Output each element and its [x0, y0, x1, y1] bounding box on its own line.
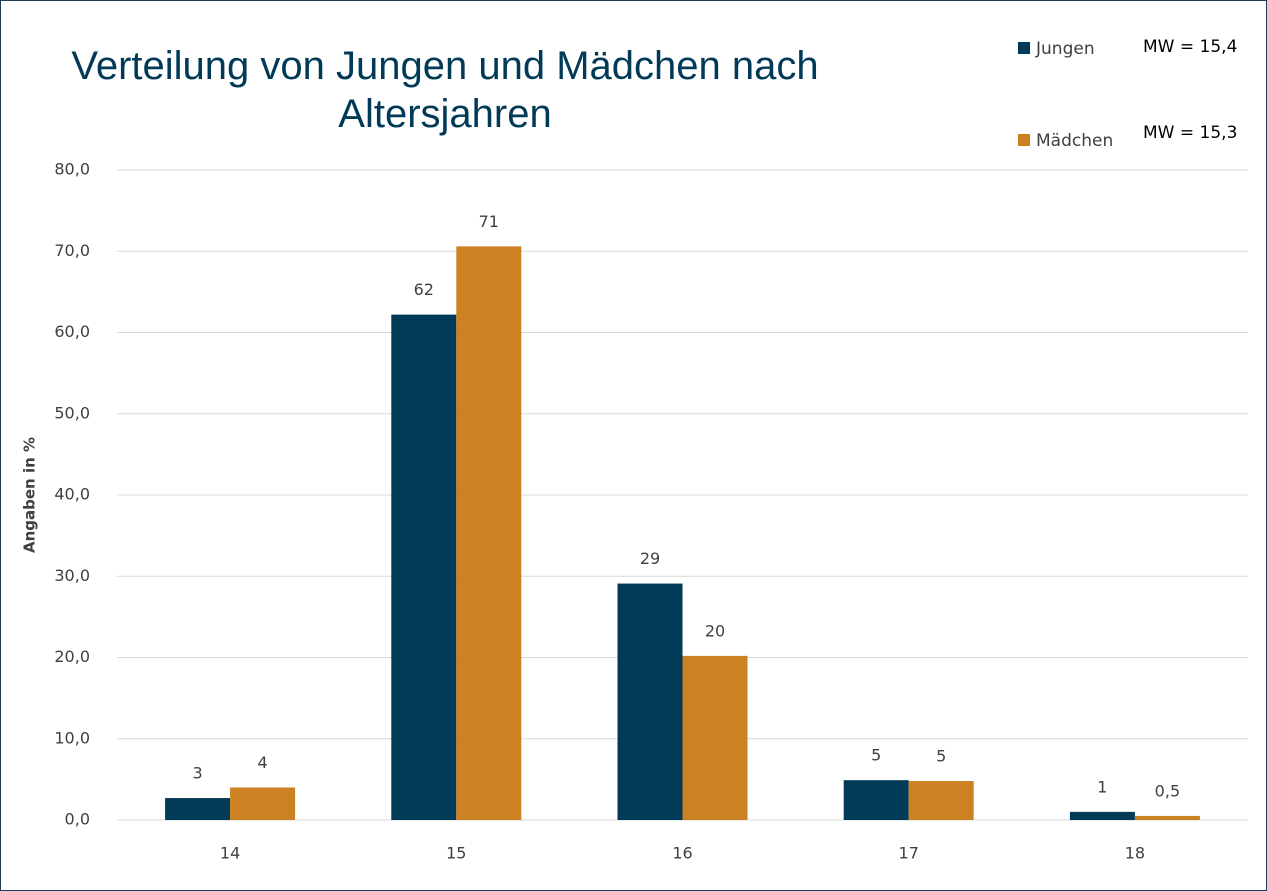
legend-swatch: [1018, 42, 1030, 54]
data-label: 3: [193, 764, 203, 783]
y-tick-label: 0,0: [65, 810, 90, 829]
data-label: 62: [414, 280, 434, 299]
y-tick-label: 10,0: [54, 728, 90, 747]
chart-title: Verteilung von Jungen und Mädchen nach A…: [71, 44, 819, 136]
data-label: 29: [640, 549, 660, 568]
bar: [1069, 811, 1135, 820]
bar: [682, 655, 748, 820]
y-tick-label: 50,0: [54, 403, 90, 422]
data-label: 20: [705, 621, 725, 640]
legend-label: Mädchen: [1036, 131, 1113, 151]
bar: [391, 314, 457, 820]
data-label: 1: [1097, 777, 1107, 796]
y-axis-label: Angaben in %: [21, 437, 39, 553]
legend-swatch: [1018, 134, 1030, 146]
x-tick-label: 17: [899, 844, 919, 863]
x-tick-label: 16: [672, 844, 692, 863]
annotation: MW = 15,3: [1143, 123, 1237, 143]
y-tick-label: 30,0: [54, 566, 90, 585]
data-label: 5: [936, 747, 946, 766]
bar: [1134, 815, 1200, 820]
bar: [843, 780, 909, 820]
legend-label: Jungen: [1035, 39, 1095, 59]
data-label: 5: [871, 746, 881, 765]
x-tick-label: 18: [1125, 844, 1145, 863]
bar: [456, 246, 522, 820]
bar: [230, 787, 296, 820]
data-label: 4: [258, 753, 268, 772]
data-label: 0,5: [1155, 781, 1180, 800]
bar: [165, 798, 231, 820]
annotation: MW = 15,4: [1143, 37, 1237, 57]
y-tick-label: 20,0: [54, 647, 90, 666]
y-tick-label: 70,0: [54, 241, 90, 260]
y-tick-label: 80,0: [54, 160, 90, 179]
data-label: 71: [479, 212, 499, 231]
x-tick-label: 14: [220, 844, 240, 863]
y-tick-label: 60,0: [54, 322, 90, 341]
bar: [617, 583, 683, 820]
bar: [908, 781, 974, 820]
x-tick-label: 15: [446, 844, 466, 863]
y-tick-label: 40,0: [54, 485, 90, 504]
